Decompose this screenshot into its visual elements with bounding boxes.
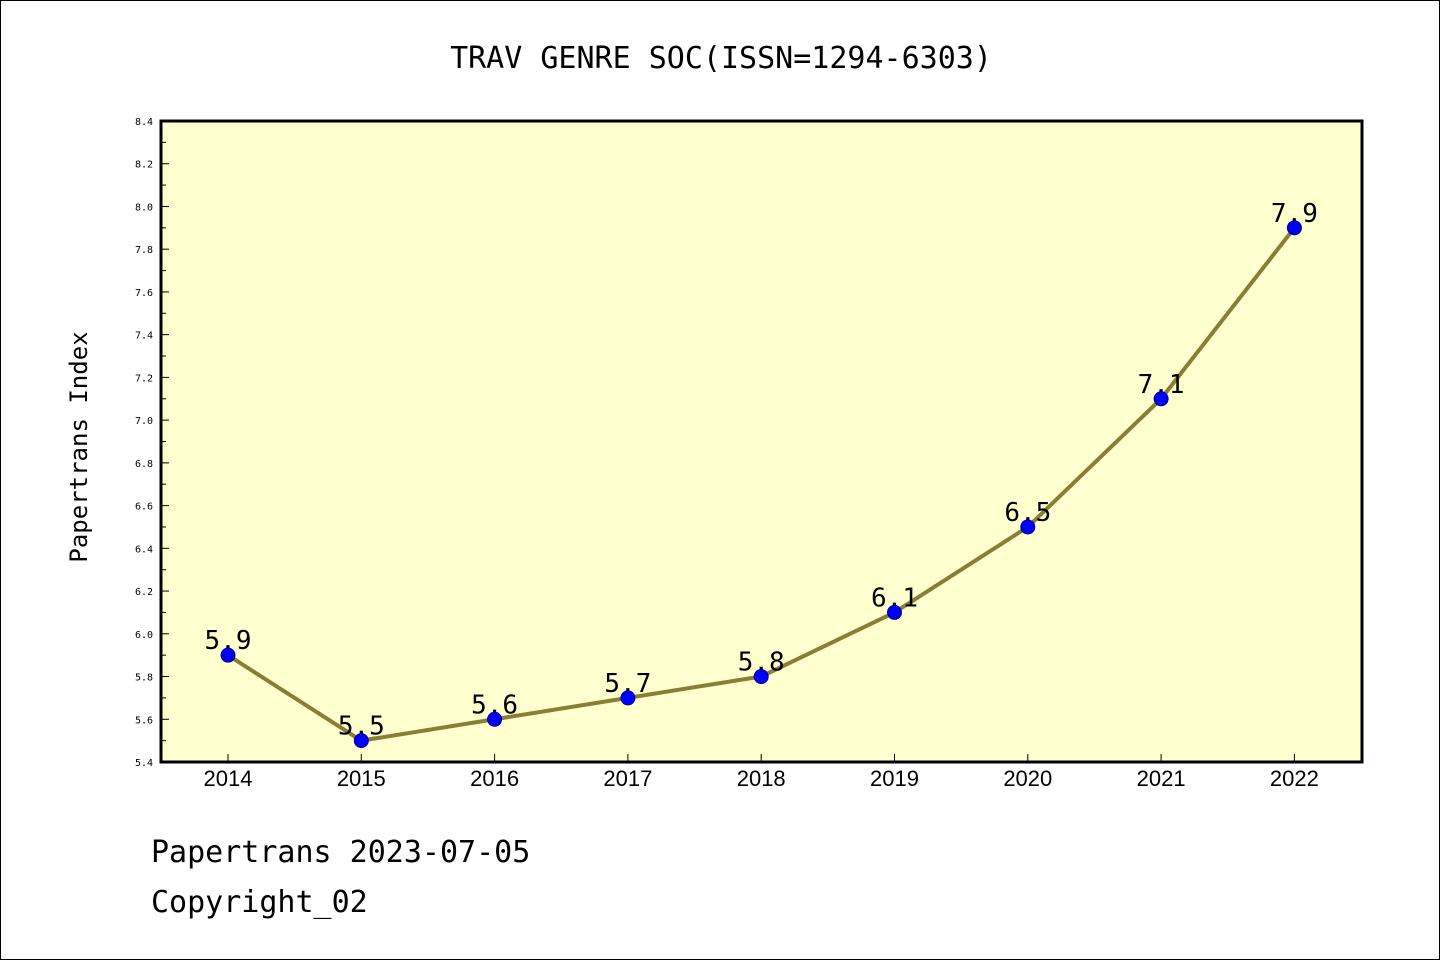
data-point	[753, 669, 769, 685]
x-tick-label: 2022	[1270, 766, 1319, 791]
y-tick-label: 6.0	[135, 630, 153, 641]
footer-copyright-text: Copyright_02	[151, 885, 368, 920]
data-point	[1286, 220, 1302, 236]
series-layer: 5.95.55.65.75.86.16.57.17.9	[205, 199, 1318, 749]
data-point	[487, 711, 503, 727]
y-tick-label: 7.0	[135, 416, 153, 427]
x-tick-label: 2020	[1003, 766, 1052, 791]
y-tick-label: 8.2	[135, 160, 153, 171]
y-tick-label: 5.4	[135, 758, 153, 769]
data-point	[220, 647, 236, 663]
x-tick-label: 2017	[603, 766, 652, 791]
x-tick-label: 2019	[870, 766, 919, 791]
data-point	[887, 604, 902, 620]
y-tick-label: 7.6	[135, 288, 153, 299]
x-tick-label: 2016	[470, 766, 519, 791]
chart-title: TRAV GENRE SOC(ISSN=1294-6303)	[450, 41, 992, 76]
x-tick-label: 2015	[337, 766, 386, 791]
y-tick-label: 8.4	[135, 117, 153, 128]
footer-date-text: Papertrans 2023-07-05	[151, 835, 531, 870]
x-tick-label: 2021	[1137, 766, 1186, 791]
data-point	[1153, 391, 1169, 407]
x-tick-label: 2014	[204, 766, 253, 791]
axes-layer: 5.4 5.6 5.8 6.0 6.2 6.4 6.6 6.8 7.0 7.2 7.4 7.6 7.8 8…	[135, 117, 1319, 791]
y-tick-label: 8.0	[135, 202, 153, 213]
y-tick-label: 6.2	[135, 587, 153, 598]
y-tick-label: 6.8	[135, 459, 153, 470]
y-tick-label: 7.4	[135, 331, 153, 342]
y-tick-label: 6.4	[135, 544, 153, 555]
data-point	[620, 690, 636, 706]
plot-area	[159, 119, 1364, 764]
y-tick-label: 5.8	[135, 673, 153, 684]
y-axis-label: Papertrans Index	[65, 331, 93, 562]
y-tick-label: 5.6	[135, 715, 153, 726]
y-tick-label: 7.8	[135, 245, 153, 256]
y-tick-label: 7.2	[135, 373, 153, 384]
data-point	[1020, 519, 1036, 535]
y-tick-label: 6.6	[135, 502, 153, 513]
data-point	[353, 733, 369, 749]
x-tick-label: 2018	[737, 766, 786, 791]
